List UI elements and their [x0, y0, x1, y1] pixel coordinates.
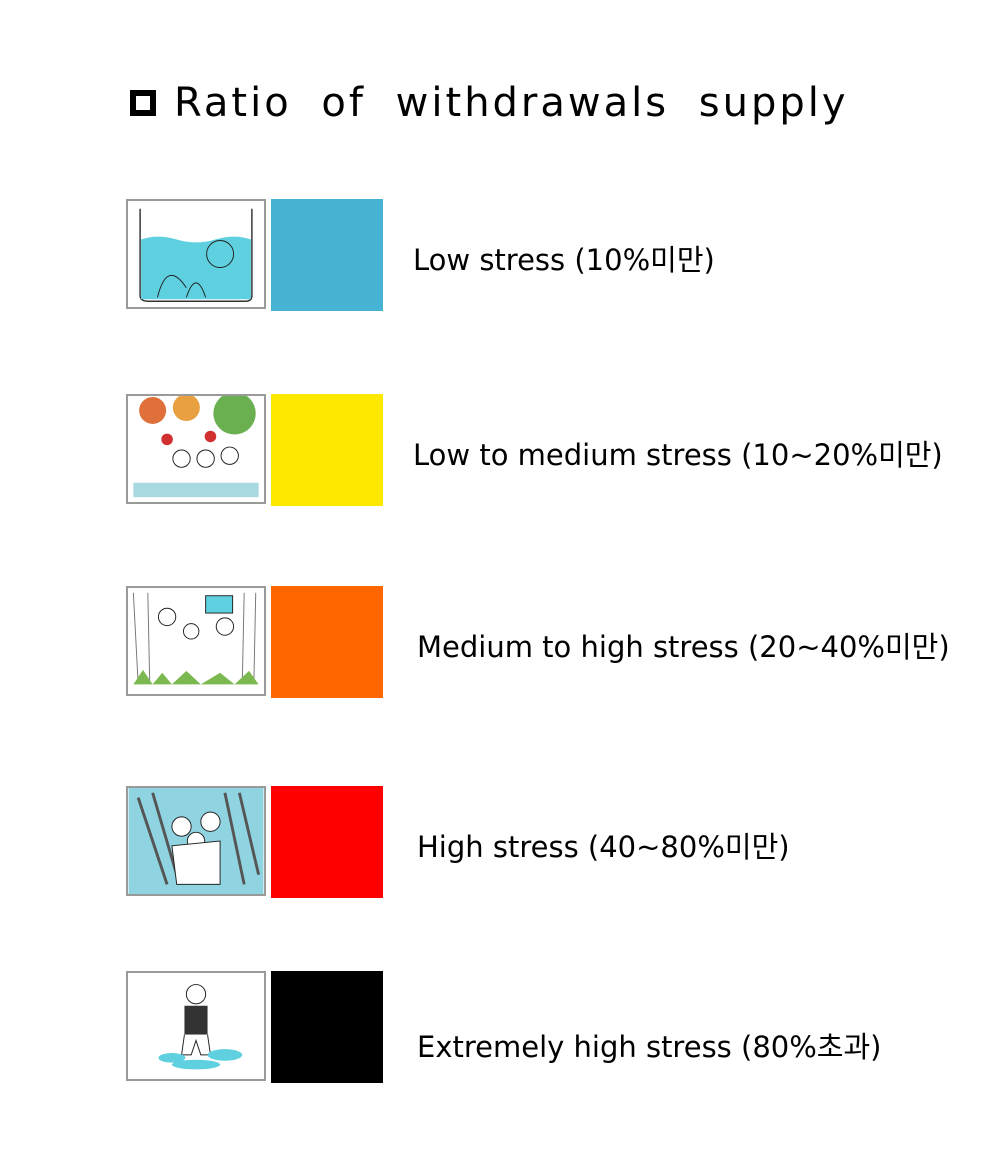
color-swatch-low-medium	[271, 394, 383, 506]
legend-label: Low stress (10%미만)	[413, 243, 715, 277]
legend-label: Extremely high stress (80%초과)	[417, 1030, 882, 1064]
color-swatch-medium-high	[271, 586, 383, 698]
legend-item-low-medium: Low to medium stress (10~20%미만)	[126, 394, 996, 506]
children-forest-illustration	[126, 586, 266, 696]
legend-label: High stress (40~80%미만)	[417, 830, 790, 864]
legend-title: Ratio of withdrawals supply	[130, 80, 849, 126]
legend-label: Medium to high stress (20~40%미만)	[417, 630, 950, 664]
legend-item-medium-high: Medium to high stress (20~40%미만)	[126, 586, 996, 698]
legend-label: Low to medium stress (10~20%미만)	[413, 438, 943, 472]
legend-item-low: Low stress (10%미만)	[126, 199, 996, 311]
color-swatch-high	[271, 786, 383, 898]
beaker-water-illustration	[126, 199, 266, 309]
legend-item-extremely-high: Extremely high stress (80%초과)	[126, 971, 996, 1083]
color-swatch-low	[271, 199, 383, 311]
children-storm-illustration	[126, 786, 266, 896]
person-puddle-illustration	[126, 971, 266, 1081]
legend-item-high: High stress (40~80%미만)	[126, 786, 996, 898]
color-swatch-extremely-high	[271, 971, 383, 1083]
legend-title-text: Ratio of withdrawals supply	[174, 80, 849, 126]
square-bullet-icon	[130, 90, 156, 116]
children-garden-illustration	[126, 394, 266, 504]
